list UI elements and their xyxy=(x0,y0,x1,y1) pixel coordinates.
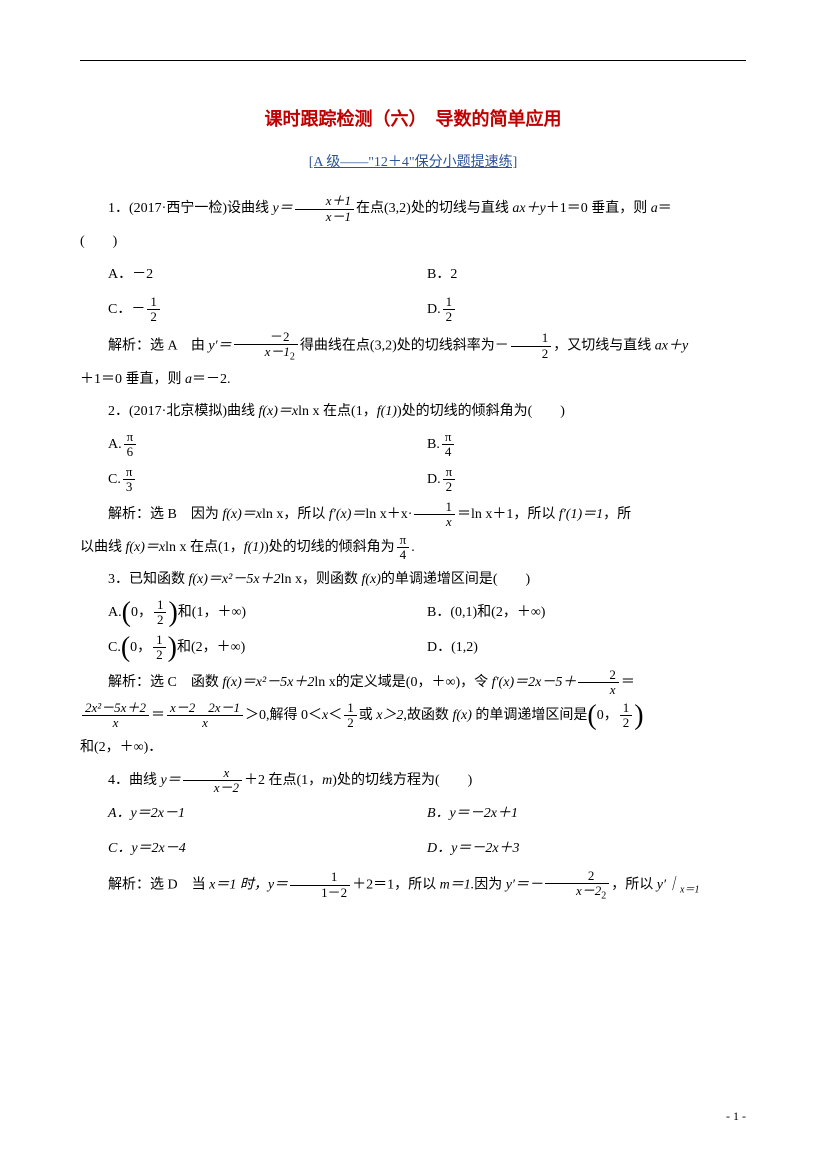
page-number: - 1 - xyxy=(726,1103,746,1129)
q4-optB: B．y＝－2x＋1 xyxy=(427,799,746,830)
top-rule xyxy=(80,60,746,61)
q3-optC: C.(0，12)和(2，＋∞) xyxy=(108,633,427,664)
q4-options-row1: A．y＝2x－1 B．y＝－2x＋1 xyxy=(108,799,746,830)
q2-optA: A.π6 xyxy=(108,430,427,461)
q2-stem: 2．(2017·北京模拟)曲线 f(x)＝xln x 在点(1，f(1))处的切… xyxy=(80,397,746,428)
q1-answer-l1: 解析：选 A 由 y′＝－2x－12得曲线在点(3,2)处的切线斜率为－12，又… xyxy=(80,330,746,363)
q3-stem: 3．已知函数 f(x)＝x²－5x＋2ln x，则函数 f(x)的单调递增区间是… xyxy=(80,565,746,596)
q3-answer-l3: 和(2，＋∞)． xyxy=(80,733,746,764)
q2-answer-l2: 以曲线 f(x)＝xln x 在点(1，f(1))处的切线的倾斜角为π4. xyxy=(80,533,746,564)
q1-stem: 1．(2017·西宁一检)设曲线 y＝x＋1x－1在点(3,2)处的切线与直线 … xyxy=(80,194,746,225)
q2-options-row2: C.π3 D.π2 xyxy=(108,465,746,496)
q3-answer-l1: 解析：选 C 函数 f(x)＝x²－5x＋2ln x的定义域是(0，＋∞)，令 … xyxy=(80,668,746,699)
q2-optD: D.π2 xyxy=(427,465,746,496)
q3-options-row2: C.(0，12)和(2，＋∞) D．(1,2) xyxy=(108,633,746,664)
q1-answer-l2: ＋1＝0 垂直，则 a＝－2. xyxy=(80,365,746,396)
q1-optC: C．－12 xyxy=(108,295,427,326)
q1-optB: B．2 xyxy=(427,260,746,291)
q4-answer: 解析：选 D 当 x＝1 时，y＝11－2＋2＝1，所以 m＝1.因为 y′＝－… xyxy=(80,869,746,902)
q4-optC: C．y＝2x－4 xyxy=(108,834,427,865)
q2-optB: B.π4 xyxy=(427,430,746,461)
q3-optD: D．(1,2) xyxy=(427,633,746,664)
q4-options-row2: C．y＝2x－4 D．y＝－2x＋3 xyxy=(108,834,746,865)
page-subtitle: [A 级——"12＋4"保分小题提速练] xyxy=(80,148,746,179)
q4-stem: 4．曲线 y＝xx－2＋2 在点(1，m)处的切线方程为( ) xyxy=(80,766,746,797)
q1-optA: A．－2 xyxy=(108,260,427,291)
q1-options-row1: A．－2 B．2 xyxy=(108,260,746,291)
q2-answer-l1: 解析：选 B 因为 f(x)＝xln x，所以 f′(x)＝ln x＋x·1x＝… xyxy=(80,500,746,531)
q1-optD: D.12 xyxy=(427,295,746,326)
q1-paren: ( ) xyxy=(80,227,746,258)
q3-optA: A.(0，12)和(1，＋∞) xyxy=(108,598,427,629)
q2-optC: C.π3 xyxy=(108,465,427,496)
q4-optA: A．y＝2x－1 xyxy=(108,799,427,830)
q3-answer-l2: 2x²－5x＋2x＝x－2 2x－1x＞0,解得 0＜x＜12或 x＞2,故函数… xyxy=(80,701,746,732)
q3-optB: B．(0,1)和(2，＋∞) xyxy=(427,598,746,629)
q3-options-row1: A.(0，12)和(1，＋∞) B．(0,1)和(2，＋∞) xyxy=(108,598,746,629)
q4-optD: D．y＝－2x＋3 xyxy=(427,834,746,865)
page-title: 课时跟踪检测（六） 导数的简单应用 xyxy=(80,100,746,140)
q1-options-row2: C．－12 D.12 xyxy=(108,295,746,326)
q2-options-row1: A.π6 B.π4 xyxy=(108,430,746,461)
